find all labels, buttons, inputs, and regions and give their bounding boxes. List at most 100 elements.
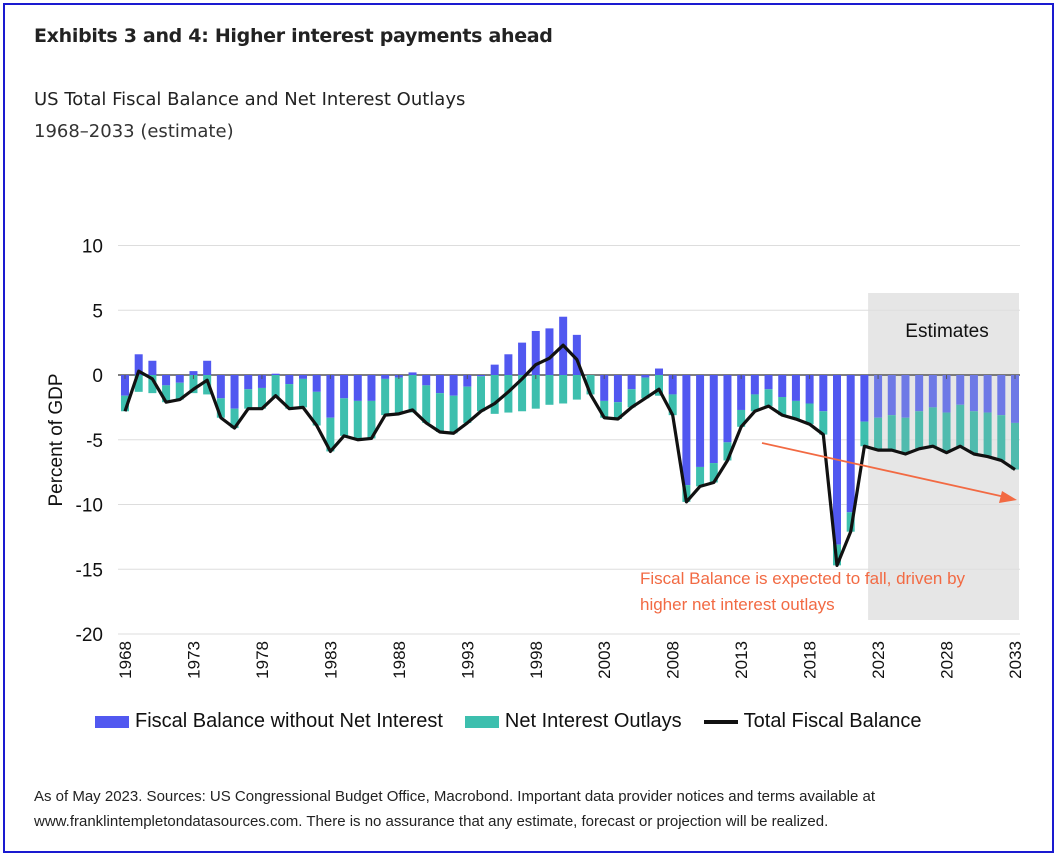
bar-net-interest xyxy=(299,378,307,408)
chart-subtitle: 1968–2033 (estimate) xyxy=(34,121,234,142)
x-tick-label: 2018 xyxy=(801,641,820,679)
bar-primary-balance xyxy=(791,375,800,401)
bar-primary-balance xyxy=(449,375,458,396)
bar-net-interest xyxy=(162,385,171,403)
bar-net-interest xyxy=(381,378,390,416)
x-tick-label: 1993 xyxy=(458,641,477,679)
bar-net-interest xyxy=(148,375,157,394)
bar-net-interest xyxy=(696,466,705,487)
bar-primary-balance xyxy=(600,375,609,401)
bar-primary-balance xyxy=(709,375,718,464)
bar-primary-balance xyxy=(764,375,773,390)
bar-net-interest xyxy=(997,415,1006,461)
bar-net-interest xyxy=(778,397,787,416)
bar-primary-balance xyxy=(189,371,198,375)
bar-net-interest xyxy=(189,375,198,394)
y-tick-label: 10 xyxy=(82,237,103,258)
bar-primary-balance xyxy=(613,375,622,403)
y-axis-label: Percent of GDP xyxy=(46,373,67,506)
bar-net-interest xyxy=(723,442,732,461)
bar-primary-balance xyxy=(737,375,746,410)
bar-primary-balance xyxy=(915,375,924,412)
bar-primary-balance xyxy=(463,375,472,387)
bar-primary-balance xyxy=(381,375,390,379)
bar-primary-balance xyxy=(408,372,417,375)
bar-net-interest xyxy=(394,377,403,414)
bar-net-interest xyxy=(422,385,431,423)
bar-net-interest xyxy=(559,375,568,404)
x-tick-label: 2028 xyxy=(938,641,957,679)
bar-net-interest xyxy=(874,417,883,451)
bar-net-interest xyxy=(928,407,937,447)
bar-net-interest xyxy=(627,389,636,408)
bar-primary-balance xyxy=(340,375,349,399)
bar-net-interest xyxy=(353,400,362,440)
bar-net-interest xyxy=(408,375,417,413)
bar-primary-balance xyxy=(956,375,965,405)
bar-primary-balance xyxy=(257,375,266,388)
bar-net-interest xyxy=(175,382,184,400)
bar-primary-balance xyxy=(846,375,855,513)
bar-net-interest xyxy=(969,411,978,454)
y-tick-label: 0 xyxy=(92,366,103,387)
bar-primary-balance xyxy=(983,375,992,413)
bar-primary-balance xyxy=(627,375,636,390)
bar-primary-balance xyxy=(969,375,978,412)
legend-label: Net Interest Outlays xyxy=(504,710,682,732)
y-tick-label: -15 xyxy=(76,560,103,581)
bar-primary-balance xyxy=(887,375,896,416)
bar-net-interest xyxy=(641,377,650,399)
bar-net-interest xyxy=(586,375,595,395)
bar-primary-balance xyxy=(422,375,431,386)
bar-primary-balance xyxy=(860,375,869,422)
bar-primary-balance xyxy=(668,375,677,395)
bar-primary-balance xyxy=(942,375,951,413)
bar-net-interest xyxy=(285,384,294,409)
bar-primary-balance xyxy=(682,375,691,486)
bar-net-interest xyxy=(518,375,527,412)
bar-primary-balance xyxy=(216,375,225,399)
bar-primary-balance xyxy=(518,342,527,375)
y-tick-label: -5 xyxy=(86,431,103,452)
bar-net-interest xyxy=(257,387,266,409)
bar-net-interest xyxy=(326,417,335,452)
x-tick-label: 2003 xyxy=(595,641,614,679)
x-tick-label: 1998 xyxy=(527,641,546,679)
bar-net-interest xyxy=(791,400,800,420)
bar-primary-balance xyxy=(928,375,937,408)
x-tick-label: 1983 xyxy=(321,641,340,679)
bar-net-interest xyxy=(668,394,677,416)
x-tick-label: 2008 xyxy=(664,641,683,679)
bar-primary-balance xyxy=(121,375,129,396)
annotation-text: Fiscal Balance is expected to fall, driv… xyxy=(640,569,966,588)
bar-net-interest xyxy=(216,398,225,418)
bar-primary-balance xyxy=(723,375,732,443)
bar-net-interest xyxy=(805,403,814,425)
trend-arrow xyxy=(761,442,1006,498)
legend-label: Fiscal Balance without Net Interest xyxy=(135,710,443,732)
bar-net-interest xyxy=(449,395,458,434)
bar-net-interest xyxy=(750,394,759,412)
bar-net-interest xyxy=(901,417,910,454)
legend: Fiscal Balance without Net Interest Net … xyxy=(95,710,944,733)
bar-net-interest xyxy=(887,415,896,451)
bar-primary-balance xyxy=(572,334,581,375)
x-tick-label: 1988 xyxy=(390,641,409,679)
bar-primary-balance xyxy=(901,375,910,418)
legend-swatch xyxy=(703,719,738,724)
bar-primary-balance xyxy=(490,364,499,375)
footer-note: As of May 2023. Sources: US Congressiona… xyxy=(34,784,1034,834)
bar-net-interest xyxy=(531,375,540,409)
bar-primary-balance xyxy=(655,368,663,375)
bar-net-interest xyxy=(655,375,663,396)
estimates-label: Estimates xyxy=(905,321,988,342)
legend-item-total-balance: Total Fiscal Balance xyxy=(703,710,922,733)
bar-net-interest xyxy=(340,398,349,436)
x-tick-label: 2033 xyxy=(1006,641,1025,679)
bar-primary-balance xyxy=(1011,375,1019,423)
bar-net-interest xyxy=(956,404,965,447)
bar-net-interest xyxy=(600,400,609,418)
bar-net-interest xyxy=(983,412,992,457)
legend-item-net-interest: Net Interest Outlays xyxy=(464,710,682,733)
